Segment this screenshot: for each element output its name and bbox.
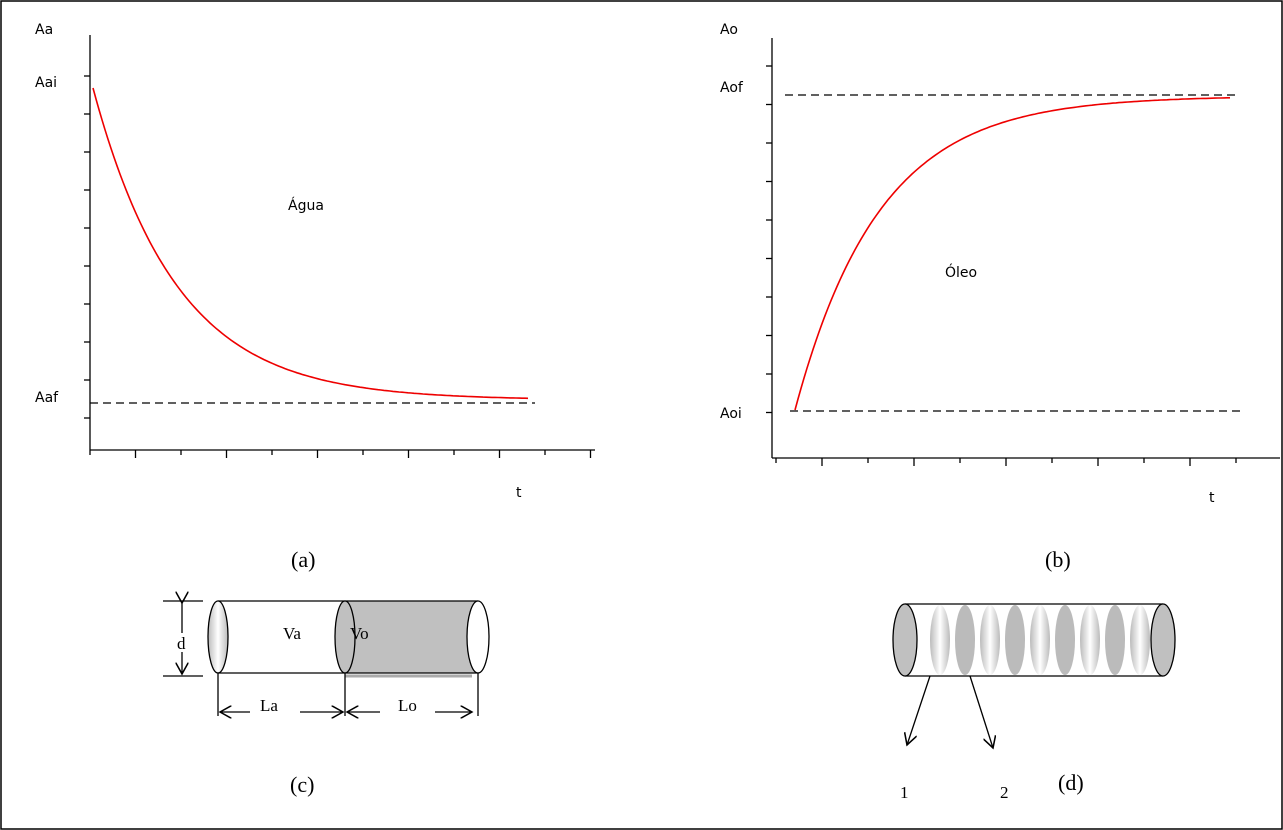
water-length-label: La	[260, 696, 278, 715]
stripe	[930, 605, 950, 675]
decay-curve	[92, 87, 529, 400]
oil-volume-label: Vo	[350, 624, 369, 643]
caption: (c)	[290, 772, 314, 797]
curve-label: Água	[288, 197, 324, 214]
x-label: t	[516, 485, 522, 501]
arrow-label: 2	[1000, 783, 1009, 802]
ticks	[84, 75, 592, 458]
panel-c	[163, 601, 490, 716]
stripe	[1030, 605, 1050, 675]
caption: (d)	[1058, 770, 1084, 795]
stripe	[1130, 605, 1150, 675]
oil-length-label: Lo	[398, 696, 417, 715]
panel-b: Ao Aof Aoi Óleo t (b)	[720, 22, 1280, 572]
stripe	[1005, 605, 1025, 675]
y-label: Aa	[35, 22, 53, 38]
growth-curve	[794, 97, 1230, 411]
diameter-label: d	[177, 634, 186, 653]
initial-label: Aai	[35, 75, 57, 91]
y-label: Ao	[720, 22, 738, 38]
stripe	[955, 605, 975, 675]
stripe	[980, 605, 1000, 675]
initial-label: Aoi	[720, 406, 742, 422]
final-label: Aof	[720, 80, 744, 96]
water-volume-label: Va	[283, 624, 301, 643]
x-label: t	[1209, 490, 1215, 506]
caption: (a)	[291, 547, 315, 572]
ticks	[766, 65, 1237, 466]
panel-a: Aa Aai Aaf Água t (a)	[35, 22, 595, 572]
arrow-label: 1	[900, 783, 909, 802]
panel-d	[892, 603, 1176, 748]
stripe	[1055, 605, 1075, 675]
stripe	[1080, 605, 1100, 675]
curve-label: Óleo	[945, 263, 977, 281]
stripe	[1105, 605, 1125, 675]
caption: (b)	[1045, 547, 1071, 572]
final-label: Aaf	[35, 390, 59, 406]
